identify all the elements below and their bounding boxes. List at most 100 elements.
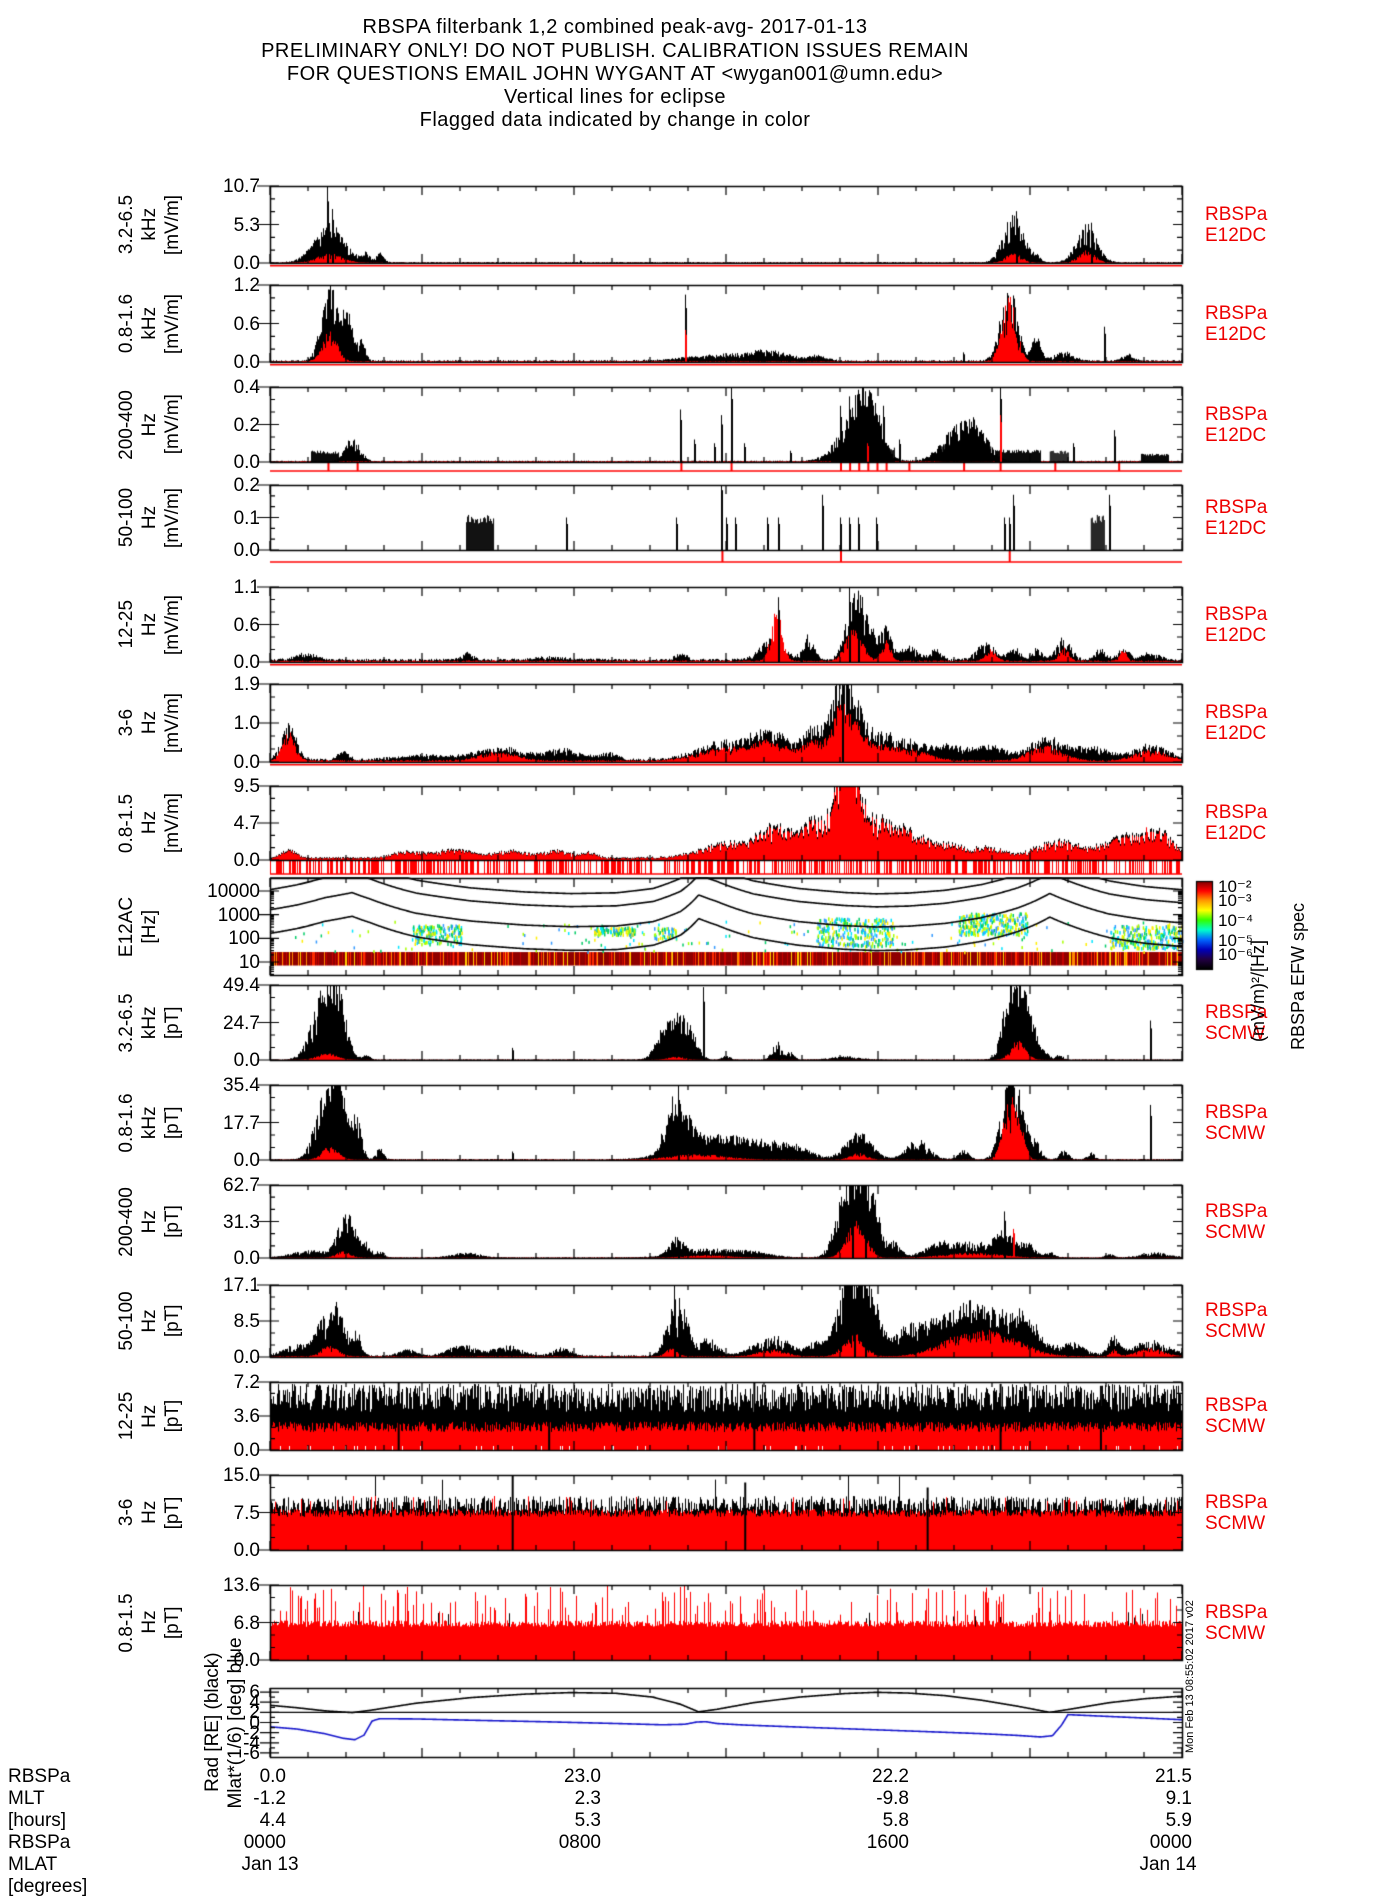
panel-13-axis-label-line: Hz — [139, 1500, 160, 1525]
panel-12-source-label-line: SCMW — [1205, 1416, 1266, 1437]
panel-5-source-label: RBSPa E12DC — [1205, 702, 1267, 744]
panel-4-axis-label-line: 12-25 — [116, 600, 137, 649]
colorbar-tick: 10⁻⁶ — [1218, 945, 1253, 964]
panel-3-ytick: 0.0 — [233, 540, 260, 561]
panel-4-source-label: RBSPa E12DC — [1205, 604, 1267, 646]
panel-10-source-label: RBSPa SCMW — [1205, 1201, 1267, 1243]
panel-2-ytick: 0.4 — [233, 377, 260, 398]
figure-title: RBSPA filterbank 1,2 combined peak-avg- … — [362, 16, 868, 38]
panel-6-axis-label-line: 0.8-1.5 — [116, 793, 137, 853]
panel-7-axis-label-line: E12AC — [116, 896, 137, 957]
panel-13-ytick: 15.0 — [223, 1465, 260, 1486]
panel-8-axis-label-line: 3.2-6.5 — [116, 992, 137, 1053]
panel-9-ytick: 0.0 — [233, 1150, 260, 1171]
panel-3-ytick: 0.1 — [233, 507, 260, 529]
panel-11-axis-label-line: Hz — [139, 1309, 160, 1333]
panel-1-source-label: RBSPa E12DC — [1205, 303, 1267, 345]
panel-0-axis-label-line: kHz — [139, 208, 160, 241]
panel-2-axis-label-line: 200-400 — [116, 389, 137, 460]
panel-13-axis-label-line: 3-6 — [116, 1498, 137, 1527]
panel-11-source-label: RBSPa SCMW — [1205, 1300, 1267, 1342]
panel-9-ytick: 35.4 — [223, 1075, 260, 1096]
panel-13-ytick: 7.5 — [233, 1502, 260, 1524]
panel-9-axis-label-line: kHz — [139, 1106, 160, 1139]
panel-13-source-label-line: SCMW — [1205, 1512, 1266, 1534]
title-flag-note: Flagged data indicated by change in colo… — [419, 109, 811, 131]
panel-7-ytick: 10 — [238, 952, 260, 973]
panel-3-source-label-line: RBSPa — [1205, 496, 1268, 518]
panel-4-ytick: 0.6 — [233, 614, 260, 636]
panel-4-axis-label-line: Hz — [139, 612, 160, 637]
panel-3-axis-label-line: 50-100 — [116, 487, 137, 548]
panel-9-axis-label-line: 0.8-1.6 — [116, 1092, 137, 1153]
panel-14-axis-label-line: Hz — [139, 1610, 160, 1635]
panel-1-ytick: 0.6 — [233, 313, 260, 335]
panel-4-ytick: 1.1 — [233, 577, 260, 598]
panel-0-ytick: 0.0 — [233, 253, 260, 274]
panel-7-axis-label: E12AC [Hz] — [116, 896, 161, 956]
panel-5-ytick: 1.9 — [233, 674, 260, 695]
panel-14-ytick: 6.8 — [233, 1612, 260, 1634]
panel-11-ytick: 0.0 — [233, 1347, 260, 1368]
panel-13-ytick: 0.0 — [233, 1540, 260, 1561]
panel-15-ytick: 2 — [249, 1702, 260, 1724]
panel-8-ytick: 0.0 — [233, 1050, 260, 1071]
panel-2-ytick: 0.0 — [233, 452, 260, 473]
panel-10-ytick: 0.0 — [233, 1248, 260, 1269]
creation-timestamp: Mon Feb 13 08:55:02 2017 v02 — [1184, 1600, 1196, 1753]
colorbar-tick: 10⁻³ — [1218, 891, 1252, 910]
panel-2-source-label-line: RBSPa — [1205, 403, 1268, 425]
xaxis-col3: 22.2 -9.8 5.8 1600 — [866, 1766, 909, 1853]
panel-2-source-label: RBSPa E12DC — [1205, 404, 1267, 446]
panel-14-axis-label-line: 0.8-1.5 — [116, 1592, 137, 1653]
panel-6-ytick: 4.7 — [233, 813, 260, 834]
panel-15-ytick: 4 — [249, 1691, 260, 1713]
panel-2-ytick: 0.2 — [233, 414, 260, 436]
panel-10-source-label-line: RBSPa — [1205, 1200, 1268, 1222]
panel-8-source-label: RBSPa SCMW — [1205, 1002, 1267, 1044]
panel-6-source-label-line: RBSPa — [1205, 802, 1268, 823]
panel-10-source-label-line: SCMW — [1205, 1221, 1266, 1243]
panel-14-source-label-line: SCMW — [1205, 1622, 1266, 1644]
panel-12-source-label-line: RBSPa — [1205, 1395, 1268, 1416]
panel-0-ytick: 10.7 — [223, 176, 260, 197]
xaxis-col4: 21.5 9.1 5.9 0000 — [1149, 1766, 1192, 1853]
panel-2-axis-label-line: Hz — [139, 412, 160, 437]
panel-2-source-label-line: E12DC — [1205, 424, 1267, 446]
panel-6-source-label: RBSPa E12DC — [1205, 802, 1267, 844]
panel-9-ytick: 17.7 — [223, 1112, 260, 1134]
panel-9-source-label: RBSPa SCMW — [1205, 1102, 1267, 1144]
panel-14-ytick: 13.6 — [223, 1575, 260, 1596]
panel-5-source-label-line: RBSPa — [1205, 702, 1268, 723]
colorbar-tick: 10⁻⁴ — [1218, 911, 1254, 930]
panel-12-axis-label-line: 12-25 — [116, 1391, 137, 1441]
colorbar-unit-label: (mV/m)²/[Hz] — [1248, 940, 1268, 1042]
panel-1-source-label-line: RBSPa — [1205, 302, 1268, 324]
panel-0-ytick: 5.3 — [233, 214, 260, 236]
panel-14-source-label: RBSPa SCMW — [1205, 1602, 1267, 1644]
panel-8-axis-label-line: kHz — [139, 1006, 160, 1039]
panel-1-source-label-line: E12DC — [1205, 323, 1267, 345]
panel-5-source-label-line: E12DC — [1205, 723, 1267, 744]
panel-12-ytick: 0.0 — [233, 1440, 260, 1461]
panel-14-source-label-line: RBSPa — [1205, 1601, 1268, 1623]
panel-1-axis-label-line: 0.8-1.6 — [116, 293, 137, 354]
panel-10-axis-label-line: 200-400 — [116, 1186, 137, 1257]
panel-9-source-label-line: SCMW — [1205, 1122, 1266, 1144]
panel-1-axis-label-line: kHz — [139, 307, 160, 340]
panel-10-ytick: 62.7 — [223, 1175, 260, 1196]
panel-6-axis-label-line: Hz — [139, 811, 160, 835]
panel-10-ytick: 31.3 — [223, 1211, 260, 1233]
panel-8-source-label-line: SCMW — [1205, 1022, 1266, 1044]
panel-8-source-label-line: RBSPa — [1205, 1001, 1268, 1023]
panel-14-ytick: 0.0 — [233, 1650, 260, 1671]
panel-7-ytick: 10000 — [207, 880, 260, 902]
colorbar-tick: 10⁻⁵ — [1218, 931, 1253, 950]
panel-6-ytick: 0.0 — [233, 850, 260, 871]
panel-15-ytick: 6 — [249, 1682, 260, 1704]
panel-1-ytick: 0.0 — [233, 352, 260, 373]
panel-4-source-label-line: RBSPa — [1205, 603, 1268, 625]
panel-12-source-label: RBSPa SCMW — [1205, 1395, 1267, 1437]
